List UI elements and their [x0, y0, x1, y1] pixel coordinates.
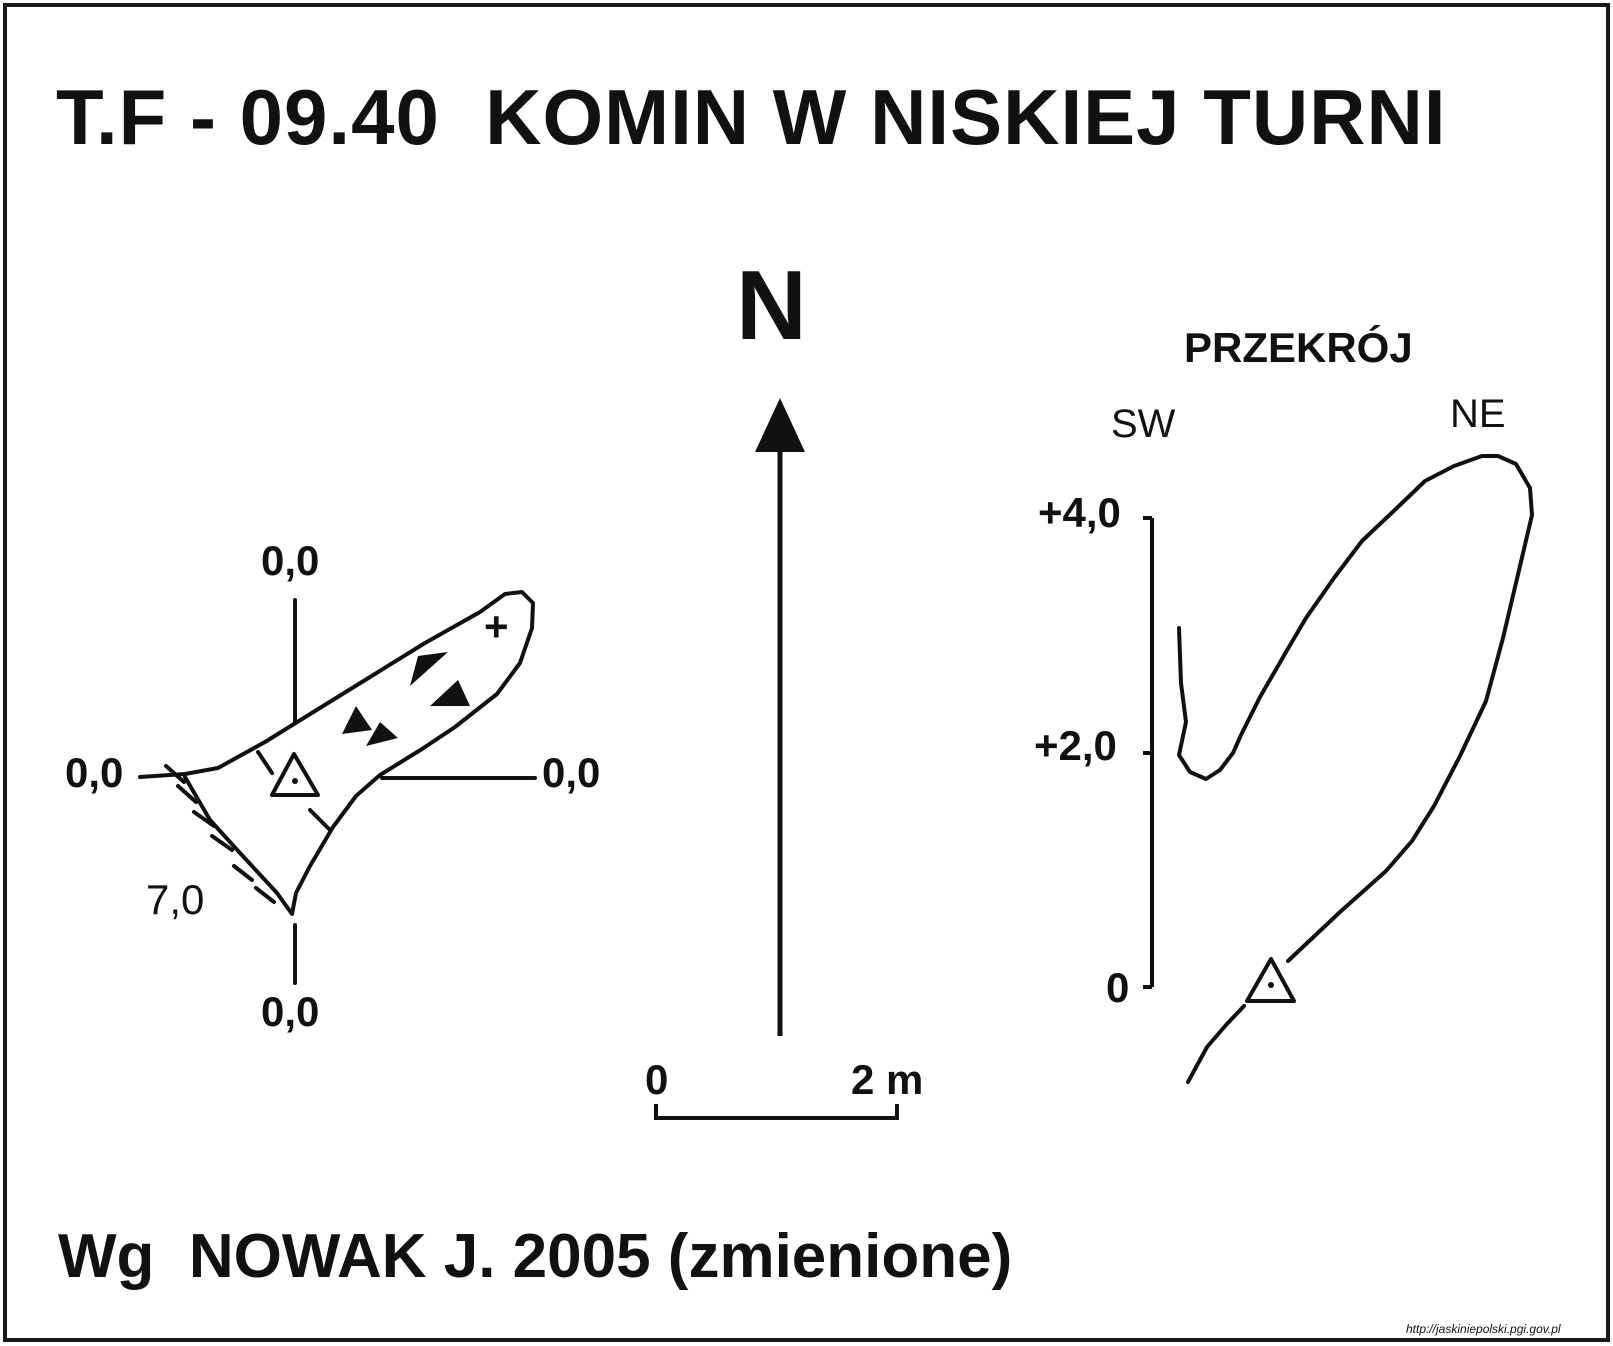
section-level-top: +4,0	[1038, 489, 1121, 536]
section-level-mid: +2,0	[1034, 722, 1117, 769]
section-level-zero: 0	[1106, 964, 1129, 1011]
plan-hachure-6	[254, 886, 276, 904]
debris-mark-2	[430, 680, 470, 706]
section-outline-main	[1186, 1004, 1246, 1084]
debris-mark-3	[342, 706, 372, 734]
section-title: PRZEKRÓJ	[1184, 323, 1413, 371]
section-elevation-scale	[1143, 516, 1154, 989]
scale-bar	[654, 1104, 899, 1120]
section-entrance	[1245, 957, 1296, 1003]
plan-label-depth: 7,0	[146, 876, 204, 923]
plan-hachure-1	[164, 764, 186, 784]
plan-label-right: 0,0	[542, 749, 600, 796]
plan-label-top: 0,0	[261, 537, 319, 584]
scale-start-label: 0	[645, 1056, 668, 1103]
plan-ledge-line-1	[256, 750, 274, 775]
plan-hachure-3	[192, 810, 216, 828]
plan-entrance-dot	[292, 778, 298, 784]
north-arrow-label: N	[736, 250, 807, 360]
section-dir-sw: SW	[1111, 402, 1176, 446]
source-url: http://jaskiniepolski.pgi.gov.pl	[1406, 1322, 1561, 1336]
plan-label-bottom: 0,0	[261, 988, 319, 1035]
section-dir-ne: NE	[1450, 392, 1506, 436]
page-title: T.F - 09.40 KOMIN W NISKIEJ TURNI	[56, 73, 1447, 161]
scale-end-label: 2 m	[851, 1056, 923, 1103]
plan-hachure-4	[210, 834, 234, 852]
map-frame	[3, 3, 1610, 1342]
plan-view	[138, 590, 537, 985]
section-profile	[1177, 454, 1534, 1084]
plan-debris	[342, 652, 470, 746]
plan-entrance-triangle	[270, 752, 320, 797]
plan-hachure-2	[176, 784, 198, 804]
section-entrance-triangle	[1245, 957, 1296, 1003]
plan-label-left: 0,0	[65, 749, 123, 796]
debris-mark-4	[366, 722, 398, 746]
plan-cave-outline	[138, 590, 535, 916]
plan-ledge-line-2	[308, 808, 332, 832]
north-arrow	[755, 398, 805, 1036]
scale-bar-line	[654, 1104, 899, 1120]
section-entrance-dot	[1268, 982, 1274, 988]
section-outline-upper	[1177, 454, 1534, 963]
north-arrow-head	[755, 398, 805, 452]
debris-mark-1	[410, 652, 448, 686]
plan-plus-mark: +	[484, 603, 509, 650]
plan-hachure-5	[232, 864, 254, 882]
source-credit: Wg NOWAK J. 2005 (zmienione)	[58, 1222, 1013, 1291]
